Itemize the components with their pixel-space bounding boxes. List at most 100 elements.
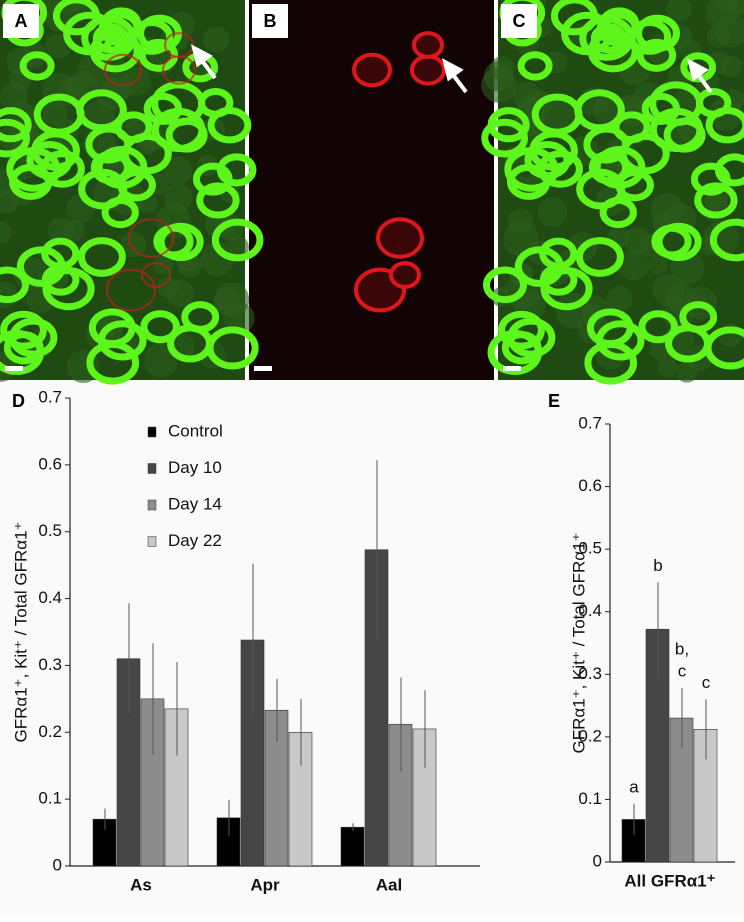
cell [214, 282, 250, 317]
cells [0, 0, 744, 385]
cell [33, 93, 85, 136]
cell [657, 357, 678, 378]
cell [550, 0, 598, 36]
cell [120, 231, 147, 258]
cell [97, 320, 147, 361]
panel-label: B [264, 11, 277, 31]
cell [164, 32, 194, 58]
cell [47, 217, 75, 245]
cell [595, 320, 645, 361]
cell [503, 221, 539, 257]
cell [647, 254, 668, 275]
legend-label: Control [168, 421, 223, 440]
cell [128, 218, 174, 258]
legend-swatch [147, 536, 157, 547]
annotation: b, [675, 640, 689, 659]
arrow-head [441, 58, 464, 82]
cell [666, 0, 692, 23]
y-tick-label: 0.1 [38, 789, 62, 808]
y-tick-label: 0.2 [578, 726, 602, 745]
scale-bar [254, 366, 272, 371]
annotation: c [702, 673, 711, 692]
legend-label: Day 14 [168, 494, 222, 513]
cell [197, 87, 234, 118]
cell [517, 51, 553, 81]
cell [588, 150, 630, 185]
cell [0, 266, 29, 304]
cell [694, 182, 738, 219]
cell [78, 168, 128, 210]
cell [200, 242, 235, 277]
y-axis-label: GFRα1⁺, Kit⁺ / Total GFRα1⁺ [569, 532, 588, 753]
cell [481, 118, 529, 158]
cell [651, 224, 692, 259]
cell [8, 163, 53, 200]
cell [153, 224, 194, 259]
y-tick-label: 0.4 [578, 601, 602, 620]
cell [352, 52, 392, 88]
cell [196, 182, 240, 219]
legend-swatch [147, 426, 157, 438]
cell [605, 286, 633, 313]
cell [164, 183, 193, 212]
label-box [3, 4, 39, 38]
cell [104, 53, 142, 87]
y-tick-label: 0.6 [38, 454, 62, 473]
cell [412, 31, 444, 59]
panel-label: A [15, 11, 28, 31]
y-tick-label: 0.6 [578, 476, 602, 495]
cell [0, 82, 28, 111]
cell [3, 331, 44, 365]
cell [9, 317, 58, 358]
cell [19, 51, 55, 81]
cell [482, 266, 527, 304]
y-tick-label: 0.3 [38, 655, 62, 674]
legend-swatch [147, 499, 157, 511]
cell [163, 156, 193, 186]
x-tick-label: Aal [376, 875, 402, 894]
cell [66, 194, 96, 224]
cell [680, 52, 717, 83]
y-tick-label: 0.4 [38, 588, 62, 607]
cell [709, 218, 744, 262]
cell [576, 168, 626, 210]
cell [481, 67, 517, 103]
arrows [190, 44, 713, 94]
y-tick-label: 0.7 [38, 387, 62, 406]
cell [649, 107, 704, 153]
cell [52, 0, 100, 36]
scale-bar [5, 366, 23, 371]
cell [537, 197, 568, 227]
cell [151, 107, 206, 153]
cell [720, 55, 743, 78]
cell [0, 310, 47, 350]
y-tick-label: 0 [53, 855, 62, 874]
cell [636, 38, 677, 72]
legend-swatch [147, 463, 157, 474]
cell [389, 261, 421, 289]
scale-bars [5, 366, 521, 371]
cell [501, 331, 542, 365]
cell [540, 267, 593, 311]
cell [507, 317, 556, 358]
y-tick-label: 0.1 [578, 789, 602, 808]
arrow-head [686, 58, 709, 82]
cell [211, 218, 264, 262]
cell [628, 19, 672, 55]
cell [506, 163, 551, 200]
cell [42, 267, 95, 311]
x-tick-label: All GFRα1⁺ [624, 871, 715, 890]
cell [410, 54, 446, 86]
y-tick-label: 0.5 [38, 521, 62, 540]
y-tick-label: 0.7 [578, 413, 602, 432]
cell [652, 273, 684, 306]
cell [0, 118, 30, 158]
cell [106, 268, 156, 312]
cell [202, 26, 230, 53]
cell [531, 93, 583, 136]
cell [90, 150, 132, 185]
cell [86, 341, 140, 385]
arrow-head [190, 44, 213, 68]
cell [85, 125, 132, 164]
annotation: a [629, 777, 639, 796]
